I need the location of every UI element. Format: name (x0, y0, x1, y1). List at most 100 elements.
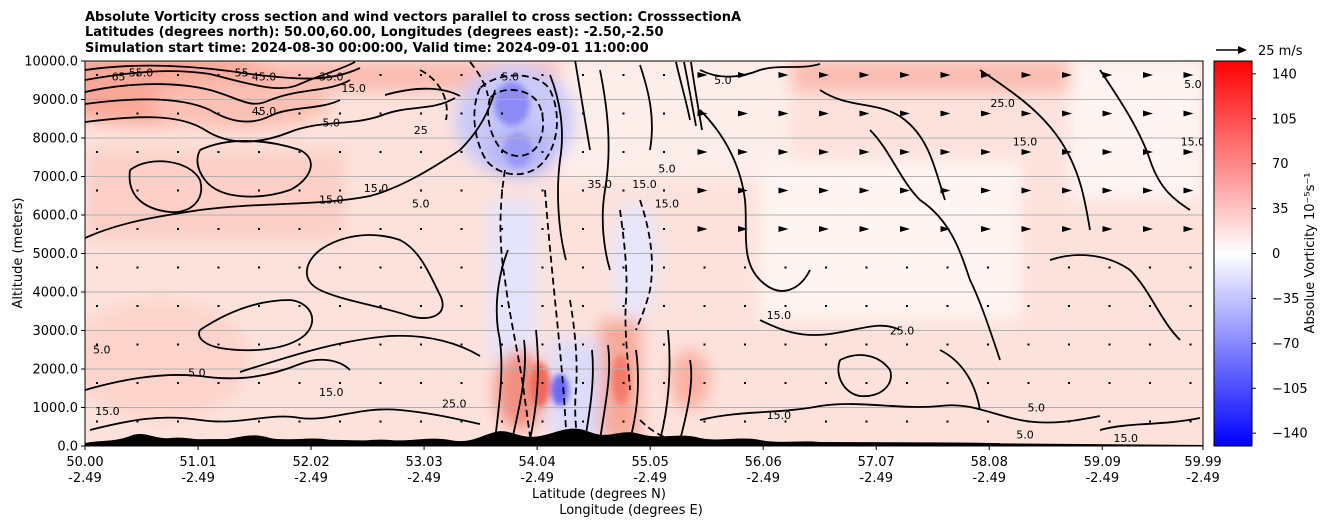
wind-vector (940, 110, 951, 117)
colorbar-tick-label: 35 (1272, 202, 1289, 217)
wind-vector (96, 343, 98, 346)
wind-vector (339, 382, 341, 384)
wind-vector (258, 189, 260, 192)
wind-vector (784, 343, 787, 346)
wind-vector (1143, 149, 1153, 155)
wind-vector (258, 420, 260, 423)
wind-vector (582, 343, 584, 346)
wind-vector (136, 343, 139, 346)
contour-label: 5.0 (1016, 428, 1034, 441)
wind-vector (819, 187, 829, 194)
quiver-key-label: 25 m/s (1258, 44, 1303, 59)
wind-vector (1189, 420, 1192, 423)
x-tick-label-lon: -2.49 (294, 471, 328, 486)
wind-vector (663, 266, 665, 269)
wind-vector (379, 420, 382, 423)
wind-vector (1183, 187, 1194, 194)
wind-vector (258, 228, 260, 230)
wind-vector (1027, 266, 1030, 269)
wind-vector (1068, 382, 1070, 384)
wind-vector (96, 189, 98, 192)
wind-vector (859, 226, 870, 232)
wind-vector (298, 382, 301, 384)
wind-vector (501, 420, 503, 423)
wind-vector (136, 112, 139, 115)
y-tick-label: 5000.0 (33, 247, 79, 262)
contour-label: 35.0 (319, 70, 344, 83)
wind-vector (1189, 343, 1192, 346)
wind-vector (738, 149, 748, 155)
wind-vector (819, 226, 829, 232)
colorbar-tick-label: −35 (1272, 292, 1299, 307)
contour-label: 15.0 (632, 178, 657, 191)
wind-vector (1102, 72, 1113, 78)
x-tick-label-lat: 55.05 (632, 455, 669, 470)
y-tick-label: 4000.0 (33, 286, 79, 301)
x-tick-label-lat: 58.08 (971, 455, 1008, 470)
x-tick-label-lat: 57.07 (858, 455, 895, 470)
wind-vector (177, 382, 179, 384)
wind-vector (825, 420, 827, 423)
contour-label: 5.0 (188, 367, 206, 380)
contour-label: 15.0 (1181, 136, 1206, 149)
wind-vector (1021, 110, 1032, 117)
x-tick-label-lat: 51.01 (179, 455, 216, 470)
wind-vector (541, 112, 544, 115)
wind-vector (217, 74, 220, 76)
wind-vector (177, 112, 179, 115)
wind-vector (582, 420, 584, 423)
wind-vector (622, 112, 625, 115)
wind-vector (663, 382, 665, 384)
wind-vector (981, 149, 991, 155)
x-tick-label-lon: -2.49 (181, 471, 215, 486)
wind-vector (501, 266, 503, 269)
wind-vector (819, 110, 829, 117)
wind-vector (1108, 343, 1111, 346)
wind-vector (379, 74, 382, 76)
contour-labels: 65 55.0 45.055 35.045.015.05.0255.015.015.0… (93, 66, 1206, 445)
wind-vector (582, 189, 584, 192)
wind-vector (177, 189, 179, 192)
colorbar: 140 105 70 35 0 −35 −70 −105 −140 Absolue Vortic… (1213, 60, 1318, 447)
wind-vector (663, 305, 665, 307)
wind-vector (987, 266, 989, 269)
wind-vector (420, 420, 422, 423)
wind-vector (96, 228, 98, 230)
wind-vector (541, 382, 544, 384)
wind-vector (298, 266, 301, 269)
wind-vector (420, 112, 422, 115)
wind-vector (541, 420, 544, 423)
y-tick-label: 2000.0 (33, 363, 79, 378)
wind-vector (900, 72, 910, 78)
wind-vector (1062, 149, 1072, 155)
y-tick-label: 0.0 (57, 440, 78, 455)
wind-vector (622, 420, 625, 423)
wind-vector (1183, 72, 1194, 78)
contour-label: 15.0 (319, 386, 344, 399)
contour-label: 5.0 (1028, 401, 1046, 414)
wind-vector (1027, 382, 1030, 384)
wind-vector (379, 228, 382, 230)
contour-label: 5.0 (93, 344, 111, 357)
wind-vector (420, 305, 422, 307)
wind-vector (217, 382, 220, 384)
colorbar-ticks: 140 105 70 35 0 −35 −70 −105 −140 (1252, 67, 1308, 442)
wind-vector (865, 305, 868, 307)
wind-vector (1143, 72, 1153, 78)
wind-vector (582, 112, 584, 115)
wind-vector (738, 187, 748, 194)
wind-vector (379, 112, 382, 115)
wind-vector (339, 266, 341, 269)
wind-vector (1021, 72, 1032, 78)
wind-vector (622, 305, 625, 307)
wind-vector (987, 382, 989, 384)
wind-vector (697, 72, 708, 78)
wind-vector (906, 343, 908, 346)
wind-vector (859, 149, 870, 155)
wind-vector (258, 266, 260, 269)
wind-vector (298, 189, 301, 192)
wind-vector (697, 187, 708, 194)
wind-vector (298, 74, 301, 76)
negative-contour-lines (419, 61, 673, 446)
wind-vector (96, 112, 98, 115)
